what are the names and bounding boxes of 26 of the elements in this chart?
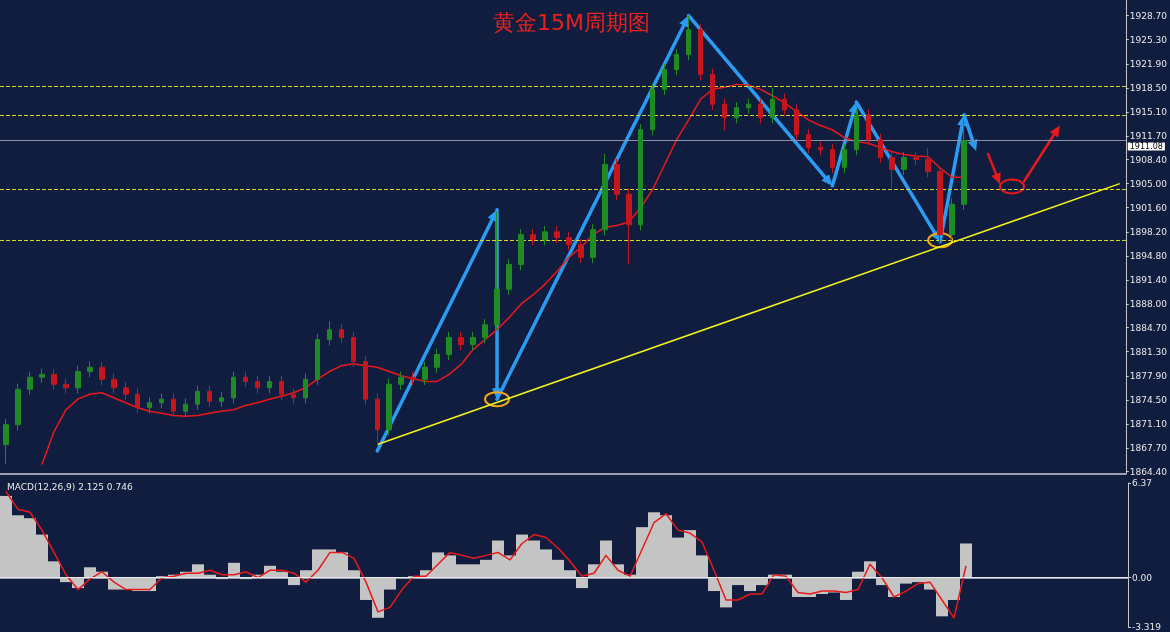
y-tick-label: 1877.90 (1129, 370, 1168, 381)
y-tick-label: 1915.10 (1129, 107, 1168, 118)
y-tick-label: 6.37 (1132, 478, 1153, 488)
y-tick-label: 0.00 (1132, 572, 1153, 583)
y-tick-label: 1881.30 (1129, 346, 1168, 357)
chart-title: 黄金15M周期图 (493, 9, 650, 35)
y-tick-label: 1864.40 (1129, 466, 1168, 477)
chart-title: MACD(12,26,9) 2.125 0.746 (7, 481, 133, 492)
y-tick-label: 1921.90 (1129, 58, 1168, 69)
y-tick-label: 1874.50 (1129, 394, 1168, 405)
y-tick-label: 1891.40 (1129, 275, 1168, 286)
y-tick-label: 1888.00 (1129, 299, 1168, 310)
y-tick-label: 1901.60 (1129, 202, 1168, 213)
y-tick-label: 1867.70 (1129, 443, 1168, 454)
y-tick-label: -3.319 (1132, 622, 1162, 632)
y-tick-label: 1894.80 (1129, 250, 1168, 261)
y-tick-label: 1898.20 (1129, 226, 1168, 237)
y-tick-label: 1884.70 (1129, 322, 1168, 333)
y-tick-label: 1871.10 (1129, 419, 1168, 429)
y-tick-label: 1911.70 (1129, 131, 1168, 142)
y-tick-label: 1928.70 (1129, 10, 1168, 21)
y-tick-label: 1908.40 (1129, 154, 1168, 165)
ref-line-label: 1911.08 (1129, 142, 1163, 152)
y-tick-label: 1905.00 (1129, 178, 1168, 189)
y-tick-label: 1925.30 (1129, 34, 1168, 45)
y-tick-label: 1918.50 (1129, 82, 1168, 93)
